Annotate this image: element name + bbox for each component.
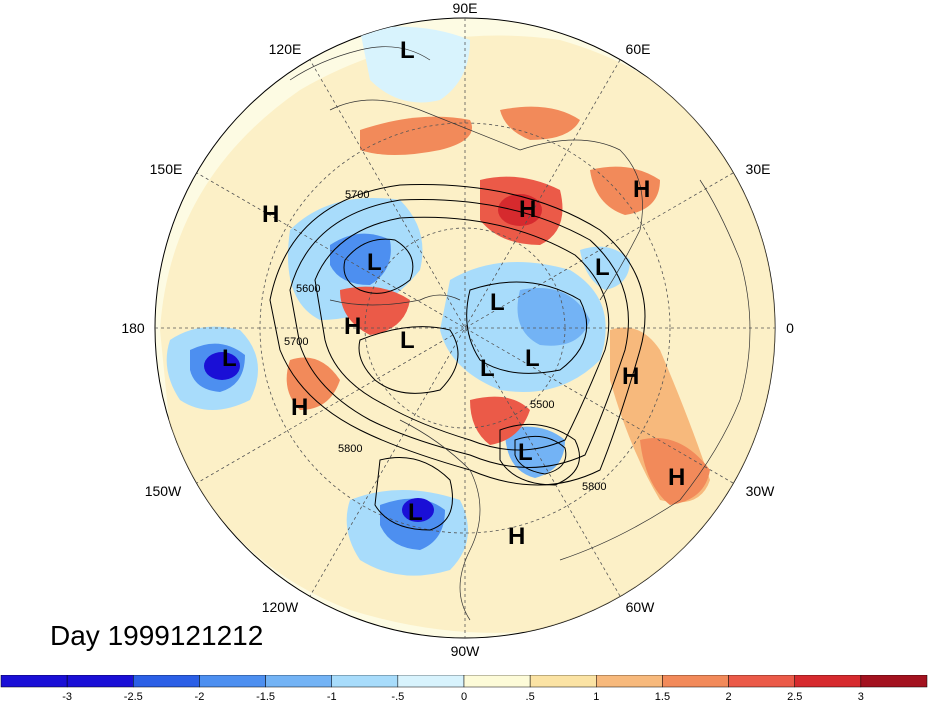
lon-label-0: 0 — [786, 320, 794, 336]
colorbar-tick-label: -2.5 — [124, 691, 143, 702]
colorbar-swatch — [596, 675, 663, 688]
colorbar-swatch — [66, 675, 134, 688]
colorbar-swatch — [0, 675, 68, 688]
day-label: Day 1999121212 — [50, 620, 264, 651]
colorbar-tick-label: -1.5 — [256, 691, 275, 702]
colorbar-swatch — [662, 675, 729, 688]
colorbar-swatch — [794, 675, 862, 688]
colorbar-swatch — [265, 675, 332, 688]
low-center: L — [490, 289, 505, 316]
contour-label: 5500 — [530, 399, 554, 411]
polar-map: 5700 5600 5700 5800 5500 5800 L L L L L … — [121, 0, 794, 659]
colorbar-tick-label: 0 — [461, 691, 467, 702]
low-center: L — [480, 355, 495, 382]
colorbar-swatch — [133, 675, 200, 688]
lon-label-30e: 30E — [746, 161, 771, 177]
colorbar-tick-label: -1 — [327, 691, 337, 702]
colorbar-tick-label: 1.5 — [655, 691, 670, 702]
colorbar-swatch — [397, 675, 465, 688]
high-center: H — [633, 176, 650, 203]
high-center: H — [508, 523, 525, 550]
colorbar-tick-label: -3 — [62, 691, 72, 702]
height-contours — [269, 184, 646, 531]
low-center: L — [222, 345, 237, 372]
low-center: L — [518, 439, 533, 466]
lon-label-90w: 90W — [451, 643, 481, 659]
colorbar-swatch — [463, 675, 531, 688]
lon-label-150e: 150E — [150, 161, 183, 177]
contour-label: 5700 — [284, 336, 308, 348]
colorbar-tick-label: 1 — [593, 691, 599, 702]
high-center: H — [622, 363, 639, 390]
colorbar-tick-label: -2 — [195, 691, 205, 702]
lon-label-60w: 60W — [626, 599, 656, 615]
colorbar-swatch — [199, 675, 266, 688]
low-center: L — [408, 499, 423, 526]
high-center: H — [668, 464, 685, 491]
coastlines — [289, 46, 751, 621]
lon-label-120w: 120W — [262, 599, 299, 615]
low-center: L — [595, 254, 610, 281]
lon-label-180: 180 — [121, 320, 145, 336]
colorbar-ticks: -3 -2.5 -2 -1.5 -1 -.5 0 .5 1 1.5 2 2.5 3 — [62, 691, 864, 702]
low-center: L — [367, 249, 382, 276]
low-center: L — [400, 37, 415, 64]
colorbar-tick-label: 3 — [858, 691, 864, 702]
lon-label-90e: 90E — [453, 0, 478, 16]
high-center: H — [262, 201, 279, 228]
colorbar-swatch — [860, 675, 928, 688]
high-center: H — [519, 196, 536, 223]
high-center: H — [344, 313, 361, 340]
low-center: L — [525, 345, 540, 372]
low-center: L — [400, 327, 415, 354]
high-center: H — [291, 394, 308, 421]
lon-label-30w: 30W — [746, 483, 776, 499]
colorbar-tick-label: -.5 — [391, 691, 404, 702]
contour-label: 5800 — [338, 443, 362, 455]
contour-label: 5600 — [296, 283, 320, 295]
colorbar-swatch — [529, 675, 597, 688]
lon-label-120e: 120E — [269, 41, 302, 57]
contour-label: 5800 — [582, 481, 606, 493]
colorbar-swatch — [728, 675, 795, 688]
colorbar-swatch — [331, 675, 399, 688]
lon-label-60e: 60E — [626, 41, 651, 57]
contour-label: 5700 — [345, 189, 369, 201]
colorbar-tick-label: 2.5 — [787, 691, 802, 702]
lon-label-150w: 150W — [145, 483, 182, 499]
colorbar: -3 -2.5 -2 -1.5 -1 -.5 0 .5 1 1.5 2 2.5 3 — [0, 675, 928, 702]
colorbar-swatches — [0, 675, 928, 688]
colorbar-tick-label: .5 — [526, 691, 535, 702]
colorbar-tick-label: 2 — [726, 691, 732, 702]
graticule — [155, 18, 775, 638]
